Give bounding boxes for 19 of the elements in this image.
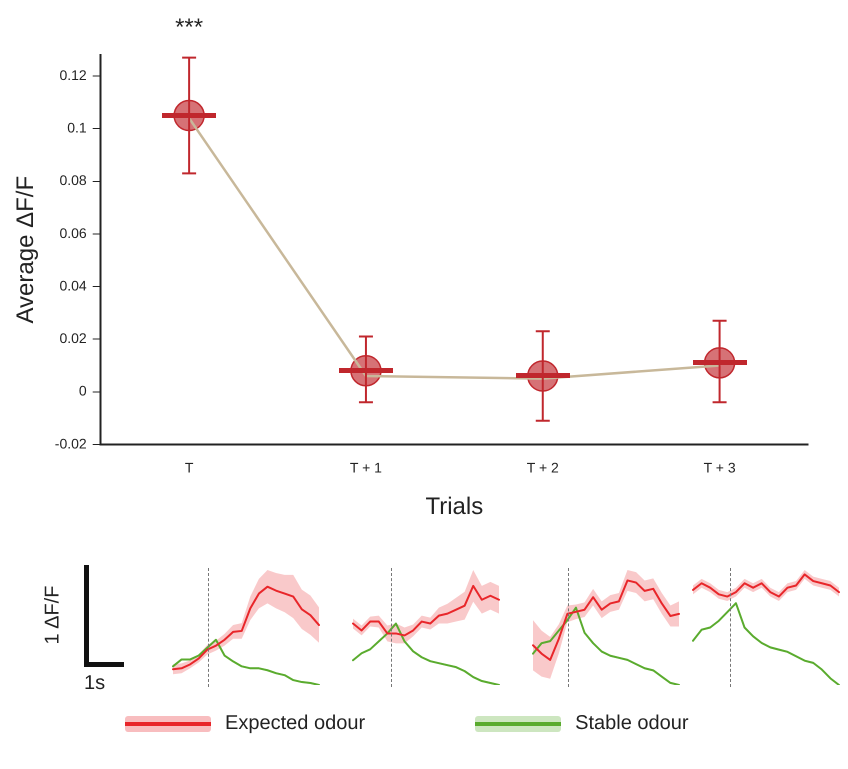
text: *** xyxy=(175,14,204,42)
x-axis-title: Trials xyxy=(425,493,484,520)
y-tick-label: 0.1 xyxy=(67,120,87,136)
x-tick-label: T + 2 xyxy=(526,460,559,476)
x-tick-label: T xyxy=(184,460,194,476)
text: 1s xyxy=(84,672,106,695)
y-tick-label: 0.06 xyxy=(59,224,87,241)
y-axis-title: Average ΔF/F xyxy=(12,176,40,324)
text: 1 ΔF/F xyxy=(42,586,64,644)
legend-label: Expected odour xyxy=(225,712,366,735)
y-tick-label: 0 xyxy=(78,382,87,399)
x-tick-label: T + 3 xyxy=(704,460,736,476)
legend-label: Stable odour xyxy=(575,712,689,735)
y-tick-label: 0.08 xyxy=(59,172,87,188)
y-tick-label: 0.04 xyxy=(59,277,87,294)
x-tick-label: T + 1 xyxy=(350,460,382,476)
y-tick-label: 0.02 xyxy=(59,330,87,346)
y-tick-label: -0.02 xyxy=(54,435,87,452)
y-tick-label: 0.12 xyxy=(59,66,87,83)
